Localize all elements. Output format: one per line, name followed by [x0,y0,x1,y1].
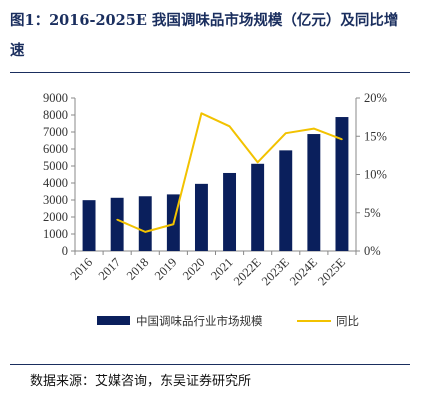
bar-series [82,117,349,251]
x-tick-labels: 2016 2017 2018 2019 2020 20212022E2023E2024E2… [68,255,349,288]
bar-2020 [194,183,208,251]
left-tick-label: 7000 [43,125,68,139]
yoy-point-2017 [116,218,118,221]
right-tick-label: 15% [364,129,387,143]
right-tick-label: 10% [364,168,387,182]
left-tick-label: 8000 [43,108,68,122]
yoy-point-2022E [256,161,259,164]
x-tick-label: 2019 [152,255,180,283]
figure-title: 图1：2016-2025E 我国调味品市场规模（亿元）及同比增速 [10,12,399,59]
bar-2023E [279,150,293,251]
left-tick-label: 2000 [43,210,68,224]
bar-2018 [138,196,152,251]
bottom-rule [10,364,410,365]
yoy-point-2020 [200,112,203,115]
left-tick-label: 6000 [43,142,68,156]
left-tick-label: 0 [62,244,68,258]
yoy-point-2021 [228,125,231,128]
x-tick-label: 2023E [259,255,292,288]
legend-bar-swatch [97,316,130,325]
bar-2022E [251,163,265,251]
x-tick-label: 2020 [180,255,208,283]
left-axis-tick-labels: 0 1000 2000 3000 4000 5000 6000 7000 8000 9000 [43,91,68,258]
bar-2021 [223,172,237,251]
bar-2017 [110,197,124,251]
right-axis-tick-labels: 0% 5% 10% 15% 20% [364,91,387,258]
yoy-point-2023E [284,132,287,134]
right-tick-label: 20% [364,91,387,105]
yoy-point-2024E [313,127,315,130]
bar-2016 [82,200,96,251]
left-tick-label: 5000 [43,159,68,173]
x-tick-label: 2024E [287,255,320,288]
yoy-point-2019 [172,223,175,226]
right-tick-label: 5% [364,206,381,220]
left-tick-label: 4000 [43,176,68,190]
x-tick-label: 2018 [124,255,152,283]
left-tick-label: 3000 [43,193,68,207]
chart: 2016 2017 2018 2019 2020 20212022E2023E2024E2… [43,91,387,328]
bar-2025E [335,117,349,251]
bar-2024E [307,134,321,251]
legend: 中国调味品行业市场规模 同比 [97,314,359,328]
left-tick-label: 1000 [43,227,68,241]
left-tick-label: 9000 [43,91,68,105]
yoy-point-2018 [144,231,147,233]
source-note: 数据来源：艾媒咨询，东吴证券研究所 [30,374,252,389]
legend-line-label: 同比 [336,314,359,328]
line-series [116,112,343,233]
right-tick-label: 0% [364,244,381,258]
x-tick-label: 2022E [231,255,264,288]
x-tick-label: 2016 [68,255,96,283]
top-rule [10,72,410,73]
legend-bar-label: 中国调味品行业市场规模 [136,314,263,328]
x-tick-label: 2025E [315,255,348,288]
yoy-point-2025E [341,138,343,141]
x-tick-label: 2017 [96,255,124,283]
